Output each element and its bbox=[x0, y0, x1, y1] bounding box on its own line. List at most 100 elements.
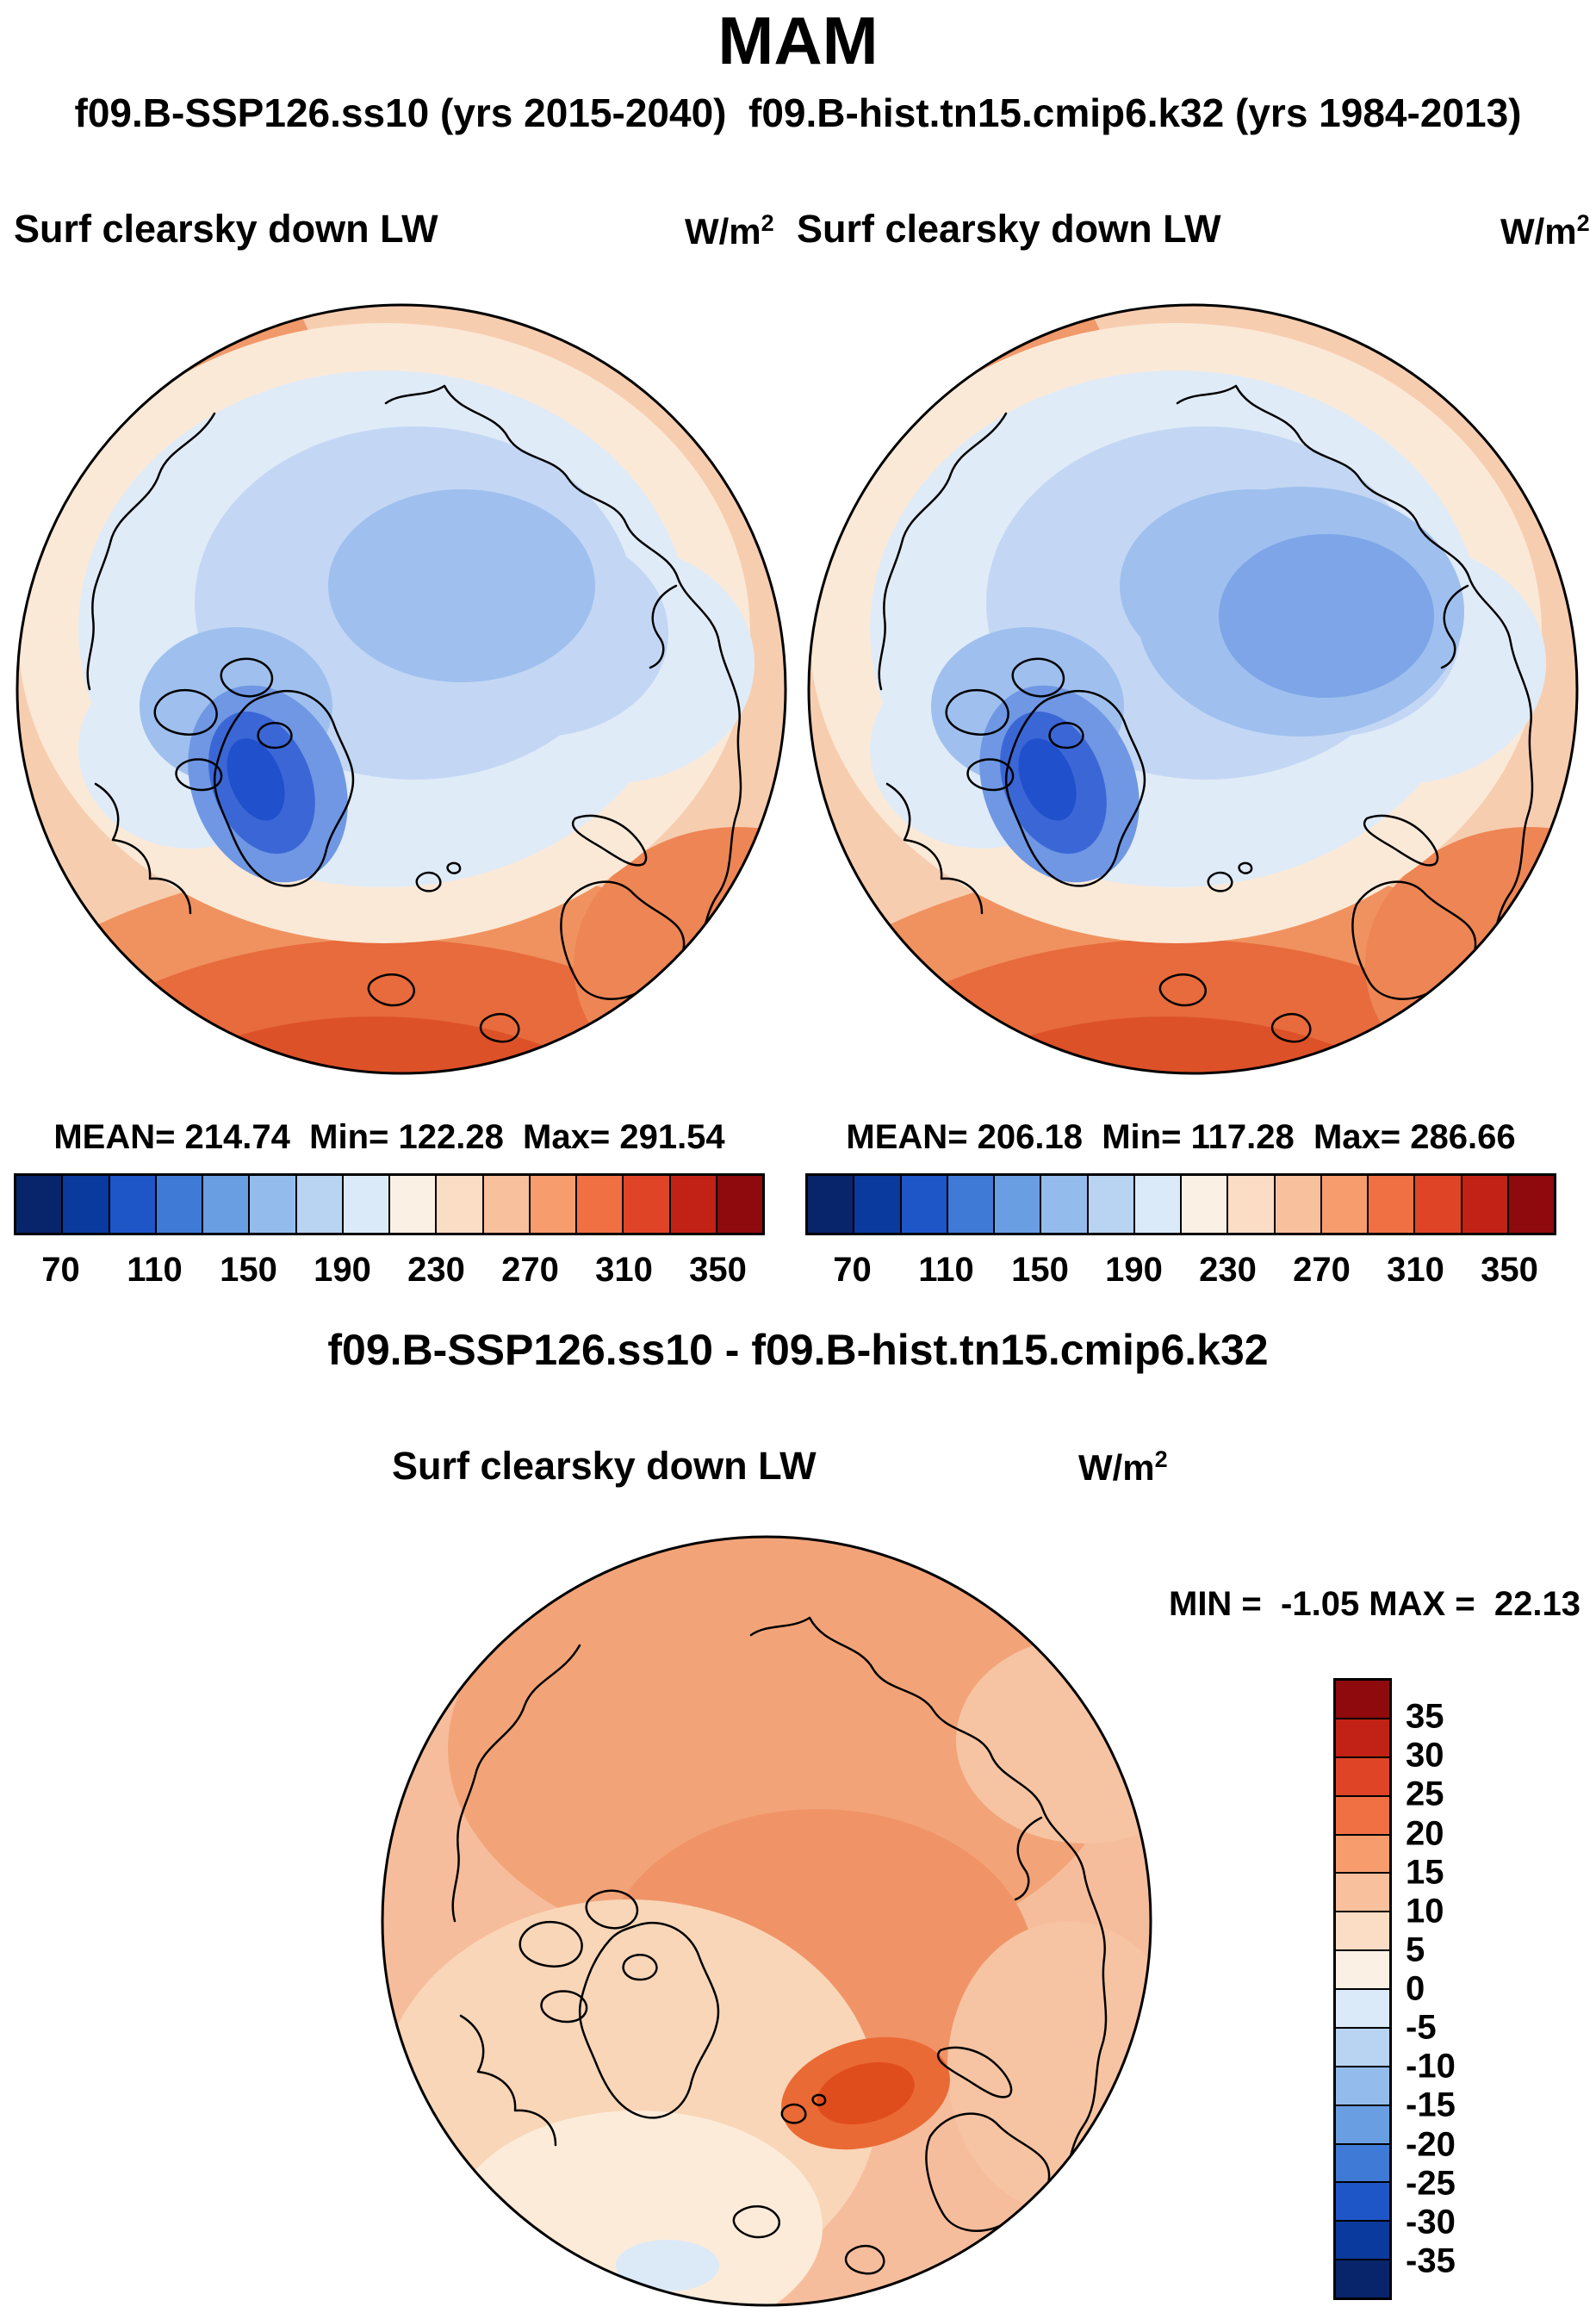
map-boundary-circle bbox=[381, 1535, 1152, 2307]
colorbar-segment bbox=[1336, 2026, 1389, 2066]
colorbar-segment bbox=[16, 1176, 62, 1233]
diff-variable-label: Surf clearsky down LW bbox=[392, 1444, 817, 1488]
colorbar-segment bbox=[1336, 2104, 1389, 2143]
colorbar-segment bbox=[528, 1176, 575, 1233]
colorbar-segment bbox=[1336, 2259, 1389, 2297]
diff-colorbar bbox=[1333, 1678, 1392, 2300]
panel1-units-label: W/m2 bbox=[685, 210, 774, 252]
colorbar-segment bbox=[1336, 1681, 1389, 1718]
colorbar-segment bbox=[946, 1176, 993, 1233]
colorbar-tick-label: 310 bbox=[1387, 1251, 1444, 1289]
colorbar-tick-label: 30 bbox=[1406, 1736, 1444, 1775]
colorbar-tick-label: 5 bbox=[1406, 1930, 1425, 1969]
colorbar-segment bbox=[1320, 1176, 1367, 1233]
colorbar-segment bbox=[993, 1176, 1040, 1233]
colorbar-tick-label: 20 bbox=[1406, 1814, 1444, 1852]
figure-subtitle: f09.B-SSP126.ss10 (yrs 2015-2040) f09.B-… bbox=[74, 90, 1522, 135]
colorbar-tick-label: 230 bbox=[1199, 1251, 1257, 1289]
colorbar-tick-label: 190 bbox=[1105, 1251, 1163, 1289]
panel1-polar-map bbox=[14, 302, 789, 1077]
colorbar-tick-label: 10 bbox=[1406, 1892, 1444, 1930]
panel2-colorbar-ticks: 70 110 150 190 230 270 310 350 bbox=[805, 1251, 1556, 1294]
colorbar-segment bbox=[1040, 1176, 1087, 1233]
colorbar-tick-label: 15 bbox=[1406, 1853, 1444, 1892]
colorbar-segment bbox=[1413, 1176, 1461, 1233]
colorbar-segment bbox=[202, 1176, 249, 1233]
colorbar-tick-label: 190 bbox=[314, 1251, 371, 1289]
colorbar-tick-label: -20 bbox=[1406, 2125, 1456, 2163]
colorbar-tick-label: -5 bbox=[1406, 2008, 1437, 2047]
colorbar-segment bbox=[808, 1176, 854, 1233]
colorbar-segment bbox=[1506, 1176, 1554, 1233]
colorbar-segment bbox=[388, 1176, 436, 1233]
colorbar-segment bbox=[1180, 1176, 1227, 1233]
units-base: W/m bbox=[1078, 1447, 1155, 1488]
colorbar-segment bbox=[715, 1176, 762, 1233]
colorbar-segment bbox=[1336, 2220, 1389, 2260]
colorbar-tick-label: -15 bbox=[1406, 2086, 1456, 2124]
colorbar-segment bbox=[154, 1176, 202, 1233]
colorbar-segment bbox=[1336, 1794, 1389, 1834]
colorbar-segment bbox=[1336, 1911, 1389, 1950]
colorbar-segment bbox=[1336, 1717, 1389, 1756]
panel2-variable-label: Surf clearsky down LW bbox=[797, 207, 1221, 251]
colorbar-tick-label: 35 bbox=[1406, 1697, 1444, 1736]
diff-map-svg bbox=[381, 1535, 1152, 2307]
difference-title: f09.B-SSP126.ss10 - f09.B-hist.tn15.cmip… bbox=[327, 1326, 1269, 1374]
units-base: W/m bbox=[685, 211, 761, 252]
colorbar-segment bbox=[1336, 1988, 1389, 2027]
colorbar-segment bbox=[575, 1176, 623, 1233]
colorbar-segment bbox=[1336, 1756, 1389, 1795]
panel1-colorbar-ticks: 70 110 150 190 230 270 310 350 bbox=[14, 1251, 765, 1294]
colorbar-tick-label: 70 bbox=[833, 1251, 872, 1289]
colorbar-segment bbox=[1273, 1176, 1320, 1233]
colorbar-tick-label: 70 bbox=[41, 1251, 80, 1289]
colorbar-tick-label: -35 bbox=[1406, 2241, 1456, 2280]
colorbar-segment bbox=[899, 1176, 947, 1233]
colorbar-segment bbox=[61, 1176, 109, 1233]
colorbar-tick-label: 270 bbox=[501, 1251, 559, 1289]
colorbar-segment bbox=[1460, 1176, 1507, 1233]
colorbar-segment bbox=[1133, 1176, 1180, 1233]
panel1-colorbar bbox=[14, 1173, 765, 1235]
map-boundary-circle bbox=[807, 303, 1579, 1075]
colorbar-segment bbox=[435, 1176, 482, 1233]
units-exponent: 2 bbox=[1154, 1446, 1168, 1472]
panel1-map-svg bbox=[16, 303, 787, 1075]
panel1-variable-label: Surf clearsky down LW bbox=[14, 207, 438, 251]
panel2-polar-map bbox=[805, 302, 1580, 1077]
colorbar-tick-label: 350 bbox=[1481, 1251, 1538, 1289]
colorbar-tick-label: 150 bbox=[220, 1251, 277, 1289]
colorbar-segment bbox=[1336, 1949, 1389, 1988]
panel1-stats: MEAN= 214.74 Min= 122.28 Max= 291.54 bbox=[53, 1118, 725, 1156]
colorbar-tick-label: 350 bbox=[689, 1251, 747, 1289]
panel2-map-svg bbox=[807, 303, 1579, 1075]
colorbar-segment bbox=[1336, 1872, 1389, 1912]
colorbar-segment bbox=[668, 1176, 716, 1233]
colorbar-tick-label: 270 bbox=[1293, 1251, 1351, 1289]
colorbar-tick-label: -30 bbox=[1406, 2203, 1456, 2241]
colorbar-tick-label: 310 bbox=[595, 1251, 653, 1289]
colorbar-tick-label: 230 bbox=[407, 1251, 465, 1289]
figure-title: MAM bbox=[717, 3, 879, 78]
units-exponent: 2 bbox=[1576, 210, 1590, 236]
colorbar-tick-label: -10 bbox=[1406, 2047, 1456, 2086]
colorbar-tick-label: 150 bbox=[1011, 1251, 1069, 1289]
colorbar-segment bbox=[622, 1176, 669, 1233]
colorbar-segment bbox=[1367, 1176, 1414, 1233]
map-boundary-circle bbox=[16, 303, 787, 1075]
colorbar-segment bbox=[1086, 1176, 1133, 1233]
colorbar-tick-label: 25 bbox=[1406, 1775, 1444, 1813]
units-base: W/m bbox=[1500, 211, 1577, 252]
panel2-stats: MEAN= 206.18 Min= 117.28 Max= 286.66 bbox=[846, 1118, 1516, 1156]
colorbar-segment bbox=[1336, 2181, 1389, 2221]
colorbar-segment bbox=[481, 1176, 529, 1233]
units-exponent: 2 bbox=[761, 210, 774, 236]
diff-units-label: W/m2 bbox=[1078, 1446, 1168, 1489]
colorbar-segment bbox=[248, 1176, 295, 1233]
diff-colorbar-ticks: 35 30 25 20 15 10 5 0 -5 -10 -15 -20 -25 -30 -35 bbox=[1406, 1678, 1543, 2300]
diff-minmax-stats: MIN = -1.05 MAX = 22.13 bbox=[1169, 1585, 1580, 1623]
colorbar-segment bbox=[341, 1176, 388, 1233]
diff-polar-map bbox=[379, 1533, 1154, 2309]
